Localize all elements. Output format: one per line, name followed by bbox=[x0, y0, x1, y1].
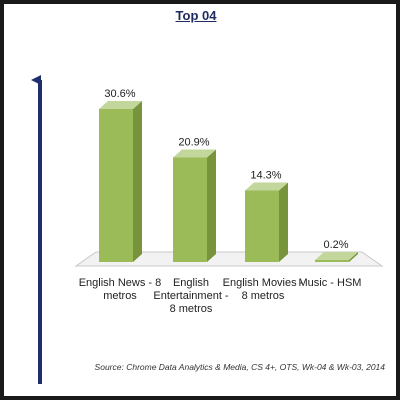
bar-top-2 bbox=[173, 149, 216, 158]
bar-side-3 bbox=[279, 182, 288, 262]
bar-side-1 bbox=[133, 101, 142, 262]
chart-title: Top 04 bbox=[175, 8, 217, 23]
data-label-1: 30.6% bbox=[104, 88, 135, 100]
bar-front-4 bbox=[315, 260, 349, 262]
category-label-english-entertainment: English Entertainment - 8 metros bbox=[153, 277, 229, 315]
bar-side-2 bbox=[207, 149, 216, 262]
category-label-english-news: English News - 8 metros bbox=[78, 277, 162, 302]
data-label-3: 14.3% bbox=[250, 170, 281, 182]
bar-front-3 bbox=[245, 190, 279, 262]
category-label-english-movies: English Movies - 8 metros bbox=[222, 277, 304, 302]
bar-3: 14.3% bbox=[245, 170, 288, 262]
bar-1: 30.6% bbox=[99, 88, 142, 262]
bar-side-4 bbox=[349, 252, 358, 262]
bar-top-3 bbox=[245, 182, 288, 191]
bar-front-1 bbox=[99, 109, 133, 262]
bar-4: 0.2% bbox=[315, 239, 358, 262]
category-label-music-hsm: Music - HSM bbox=[298, 277, 362, 289]
chart-floor bbox=[74, 251, 384, 267]
source-note: Source: Chrome Data Analytics & Media, C… bbox=[94, 362, 385, 372]
data-label-2: 20.9% bbox=[178, 137, 209, 149]
bar-front-2 bbox=[173, 157, 207, 262]
data-label-4: 0.2% bbox=[323, 239, 348, 251]
bar-2: 20.9% bbox=[173, 137, 216, 262]
bar-top-1 bbox=[99, 101, 142, 109]
bar-top-4 bbox=[315, 252, 358, 260]
